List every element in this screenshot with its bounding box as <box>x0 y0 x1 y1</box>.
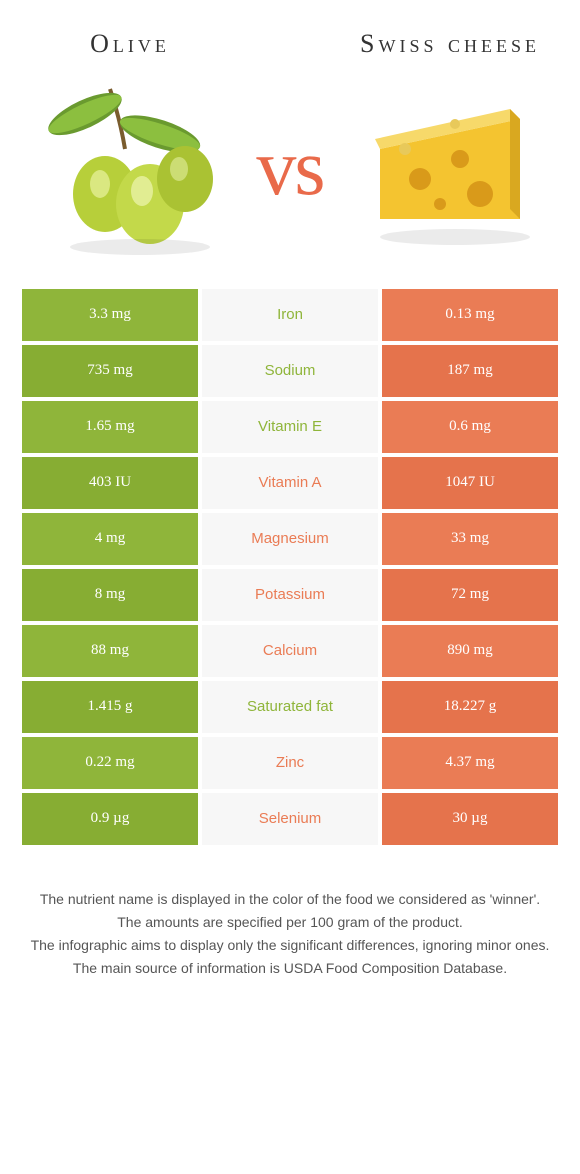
left-value: 4 mg <box>20 513 200 569</box>
footnote-line: The nutrient name is displayed in the co… <box>30 889 550 910</box>
nutrient-label: Selenium <box>200 793 380 849</box>
nutrient-label: Potassium <box>200 569 380 625</box>
footnote-line: The infographic aims to display only the… <box>30 935 550 956</box>
nutrient-label: Vitamin A <box>200 457 380 513</box>
nutrient-row: 403 IUVitamin A1047 IU <box>20 457 560 513</box>
cheese-image <box>350 79 550 259</box>
right-food-title: Swiss cheese <box>350 30 550 59</box>
footnote-line: The main source of information is USDA F… <box>30 958 550 979</box>
nutrient-row: 88 mgCalcium890 mg <box>20 625 560 681</box>
right-value: 30 µg <box>380 793 560 849</box>
nutrient-row: 3.3 mgIron0.13 mg <box>20 289 560 345</box>
nutrient-row: 1.65 mgVitamin E0.6 mg <box>20 401 560 457</box>
nutrient-row: 735 mgSodium187 mg <box>20 345 560 401</box>
nutrient-label: Saturated fat <box>200 681 380 737</box>
footnotes: The nutrient name is displayed in the co… <box>0 849 580 979</box>
footnote-line: The amounts are specified per 100 gram o… <box>30 912 550 933</box>
right-value: 72 mg <box>380 569 560 625</box>
image-row: vs <box>0 69 580 289</box>
left-value: 1.415 g <box>20 681 200 737</box>
right-value: 1047 IU <box>380 457 560 513</box>
vs-label: vs <box>256 123 323 214</box>
olive-icon <box>30 79 230 259</box>
left-value: 88 mg <box>20 625 200 681</box>
right-value: 4.37 mg <box>380 737 560 793</box>
nutrient-label: Magnesium <box>200 513 380 569</box>
nutrient-row: 4 mgMagnesium33 mg <box>20 513 560 569</box>
nutrient-label: Iron <box>200 289 380 345</box>
left-value: 0.22 mg <box>20 737 200 793</box>
right-value: 187 mg <box>380 345 560 401</box>
left-food-title: Olive <box>30 30 230 59</box>
right-value: 18.227 g <box>380 681 560 737</box>
nutrient-table: 3.3 mgIron0.13 mg735 mgSodium187 mg1.65 … <box>20 289 560 849</box>
nutrient-label: Sodium <box>200 345 380 401</box>
right-value: 890 mg <box>380 625 560 681</box>
right-value: 33 mg <box>380 513 560 569</box>
title-row: Olive Swiss cheese <box>0 0 580 69</box>
nutrient-label: Calcium <box>200 625 380 681</box>
nutrient-label: Zinc <box>200 737 380 793</box>
nutrient-label: Vitamin E <box>200 401 380 457</box>
left-value: 735 mg <box>20 345 200 401</box>
olive-image <box>30 79 230 259</box>
cheese-icon <box>360 89 540 249</box>
left-value: 0.9 µg <box>20 793 200 849</box>
right-value: 0.13 mg <box>380 289 560 345</box>
infographic: Olive Swiss cheese <box>0 0 580 979</box>
left-value: 1.65 mg <box>20 401 200 457</box>
left-value: 8 mg <box>20 569 200 625</box>
right-value: 0.6 mg <box>380 401 560 457</box>
nutrient-row: 8 mgPotassium72 mg <box>20 569 560 625</box>
left-value: 3.3 mg <box>20 289 200 345</box>
nutrient-row: 0.9 µgSelenium30 µg <box>20 793 560 849</box>
nutrient-row: 0.22 mgZinc4.37 mg <box>20 737 560 793</box>
nutrient-row: 1.415 gSaturated fat18.227 g <box>20 681 560 737</box>
left-value: 403 IU <box>20 457 200 513</box>
